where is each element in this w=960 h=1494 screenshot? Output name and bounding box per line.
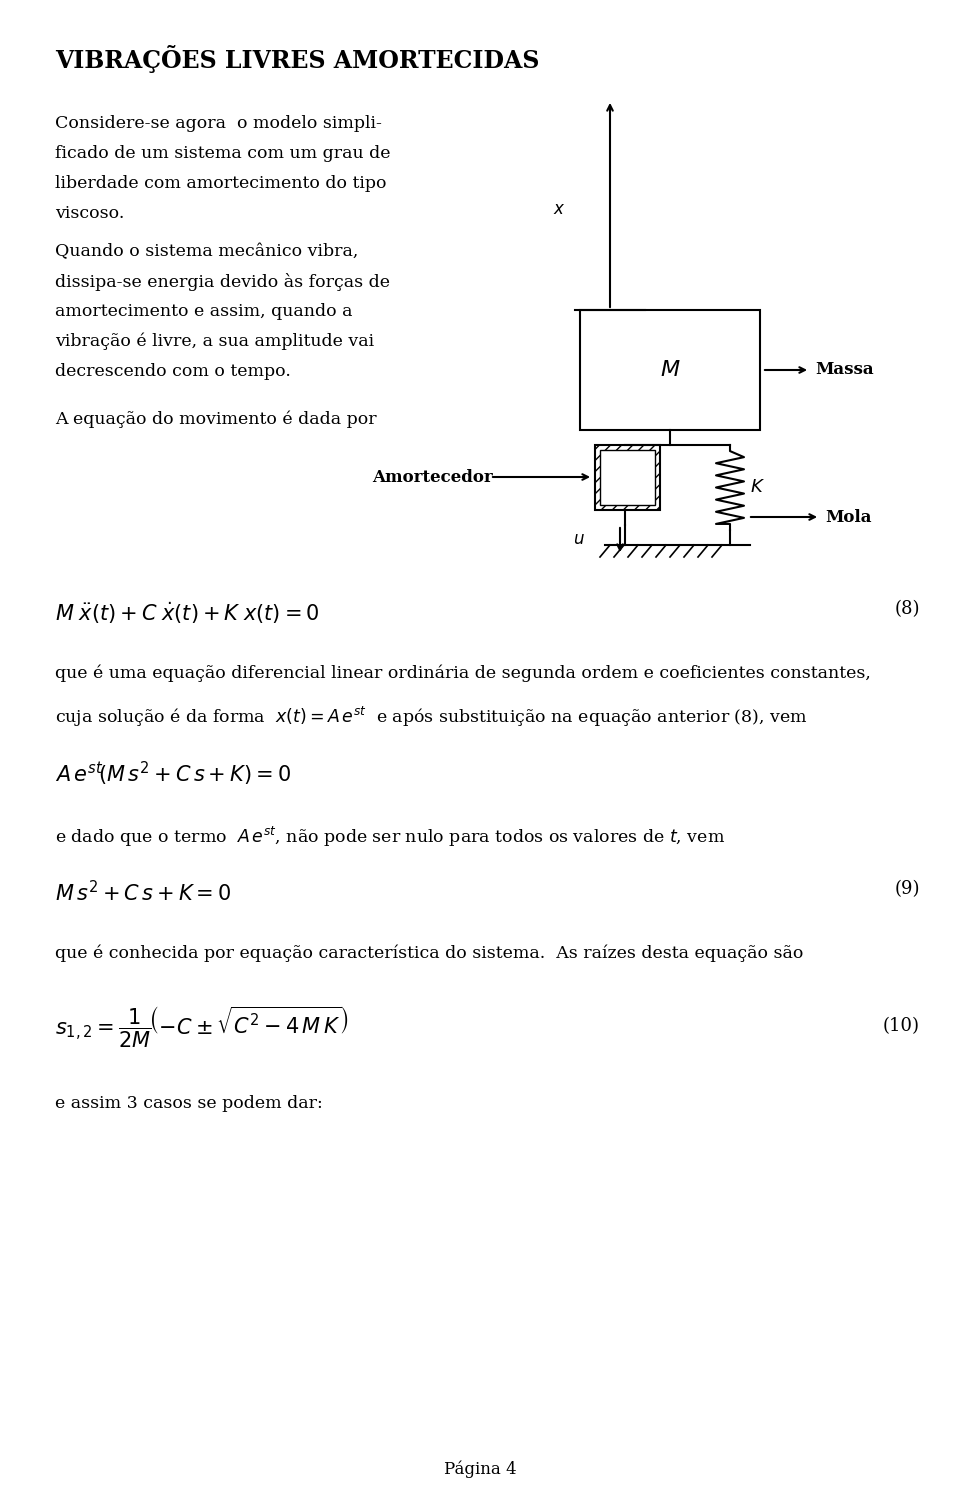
Text: ficado de um sistema com um grau de: ficado de um sistema com um grau de	[55, 145, 391, 161]
Text: liberdade com amortecimento do tipo: liberdade com amortecimento do tipo	[55, 175, 387, 193]
Text: $M\;\ddot{x}(t)+C\;\dot{x}(t)+K\;x(t)=0$: $M\;\ddot{x}(t)+C\;\dot{x}(t)+K\;x(t)=0$	[55, 601, 320, 626]
Text: viscoso.: viscoso.	[55, 205, 125, 223]
Text: Amortecedor: Amortecedor	[372, 469, 492, 486]
Text: decrescendo com o tempo.: decrescendo com o tempo.	[55, 363, 291, 379]
Text: Mola: Mola	[825, 508, 872, 526]
Text: $A\,e^{st}\!\left(M\,s^2+C\,s+K\right)=0$: $A\,e^{st}\!\left(M\,s^2+C\,s+K\right)=0…	[55, 760, 291, 789]
Text: $M\,s^2+C\,s+K=0$: $M\,s^2+C\,s+K=0$	[55, 880, 231, 905]
FancyBboxPatch shape	[600, 450, 655, 505]
Text: dissipa-se energia devido às forças de: dissipa-se energia devido às forças de	[55, 273, 390, 291]
Text: (8): (8)	[895, 601, 920, 619]
Text: $u$: $u$	[573, 532, 585, 548]
Text: que é conhecida por equação característica do sistema.  As raízes desta equação : que é conhecida por equação característi…	[55, 946, 804, 962]
Text: Quando o sistema mecânico vibra,: Quando o sistema mecânico vibra,	[55, 244, 358, 260]
FancyBboxPatch shape	[580, 309, 760, 430]
Text: $s_{1,2}=\dfrac{1}{2M}\!\left(-C\pm\sqrt{C^2-4\,M\,K}\right)$: $s_{1,2}=\dfrac{1}{2M}\!\left(-C\pm\sqrt…	[55, 1005, 348, 1050]
Text: amortecimento e assim, quando a: amortecimento e assim, quando a	[55, 303, 352, 320]
Text: Considere-se agora  o modelo simpli-: Considere-se agora o modelo simpli-	[55, 115, 382, 131]
Text: e dado que o termo  $A\,e^{st}$, não pode ser nulo para todos os valores de $t$,: e dado que o termo $A\,e^{st}$, não pode…	[55, 825, 725, 849]
Text: A equação do movimento é dada por: A equação do movimento é dada por	[55, 411, 376, 429]
Text: $x$: $x$	[553, 202, 565, 218]
Text: $M$: $M$	[660, 359, 681, 381]
Text: VIBRAÇÕES LIVRES AMORTECIDAS: VIBRAÇÕES LIVRES AMORTECIDAS	[55, 45, 540, 73]
Text: cuja solução é da forma  $x(t) = A\,e^{st}$  e após substituição na equação ante: cuja solução é da forma $x(t) = A\,e^{st…	[55, 705, 807, 729]
Text: (10): (10)	[883, 1017, 920, 1035]
Text: (9): (9)	[895, 880, 920, 898]
Text: $K$: $K$	[750, 478, 765, 496]
Text: Massa: Massa	[815, 362, 874, 378]
FancyBboxPatch shape	[595, 445, 660, 509]
Text: vibração é livre, a sua amplitude vai: vibração é livre, a sua amplitude vai	[55, 333, 374, 351]
Text: que é uma equação diferencial linear ordinária de segunda ordem e coeficientes c: que é uma equação diferencial linear ord…	[55, 665, 871, 683]
Text: Página 4: Página 4	[444, 1460, 516, 1478]
Text: e assim 3 casos se podem dar:: e assim 3 casos se podem dar:	[55, 1095, 323, 1112]
